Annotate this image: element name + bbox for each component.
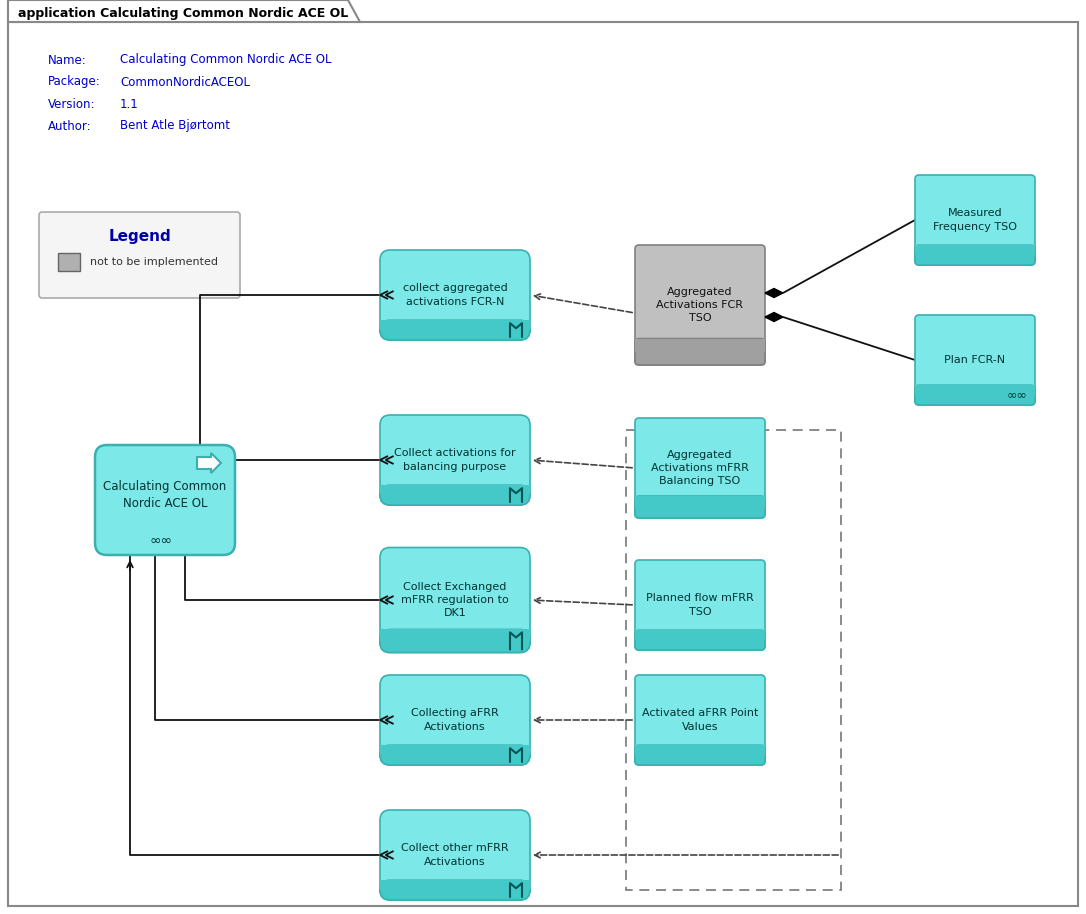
FancyBboxPatch shape [380,880,530,900]
Text: 1.1: 1.1 [119,98,139,111]
Text: Version:: Version: [48,98,96,111]
FancyBboxPatch shape [94,445,235,555]
Text: Measured
Frequency TSO: Measured Frequency TSO [933,208,1016,231]
Text: Calculating Common Nordic ACE OL: Calculating Common Nordic ACE OL [119,54,331,67]
Bar [380,745,530,755]
Text: Activated aFRR Point
Values: Activated aFRR Point Values [642,708,758,731]
Text: Package:: Package: [48,76,101,89]
Bar [635,745,765,755]
Bar [626,430,841,890]
Text: collect aggregated
activations FCR-N: collect aggregated activations FCR-N [403,283,507,306]
FancyBboxPatch shape [380,745,530,765]
FancyBboxPatch shape [635,245,765,365]
FancyBboxPatch shape [635,418,765,518]
Bar [58,253,80,271]
Text: Aggregated
Activations mFRR
Balancing TSO: Aggregated Activations mFRR Balancing TS… [652,450,749,486]
Bar [915,385,1035,395]
FancyBboxPatch shape [380,675,530,765]
Text: Author:: Author: [48,120,91,133]
FancyBboxPatch shape [915,315,1035,405]
Text: Collect activations for
balancing purpose: Collect activations for balancing purpos… [394,449,516,472]
FancyBboxPatch shape [635,745,765,765]
Bar [915,245,1035,255]
FancyBboxPatch shape [915,245,1035,265]
Text: application Calculating Common Nordic ACE OL: application Calculating Common Nordic AC… [18,7,349,20]
Text: Name:: Name: [48,54,87,67]
Text: Collecting aFRR
Activations: Collecting aFRR Activations [412,708,498,731]
FancyBboxPatch shape [380,630,530,653]
Text: Collect other mFRR
Activations: Collect other mFRR Activations [401,844,509,866]
Bar [380,485,530,495]
FancyBboxPatch shape [380,547,530,653]
FancyBboxPatch shape [915,385,1035,405]
Text: Collect Exchanged
mFRR regulation to
DK1: Collect Exchanged mFRR regulation to DK1 [401,582,509,618]
Text: Legend: Legend [109,229,171,245]
Text: not to be implemented: not to be implemented [90,257,218,267]
FancyBboxPatch shape [915,175,1035,265]
Polygon shape [765,313,783,322]
Bar [635,630,765,640]
Text: Aggregated
Activations FCR
TSO: Aggregated Activations FCR TSO [657,287,744,324]
Text: ∞∞: ∞∞ [150,534,173,548]
Text: ∞∞: ∞∞ [1007,388,1027,401]
Bar [380,630,530,641]
Bar [380,320,530,330]
FancyBboxPatch shape [380,485,530,505]
Text: Plan FCR-N: Plan FCR-N [945,355,1006,365]
FancyBboxPatch shape [380,320,530,340]
Bar [635,496,765,507]
Text: Bent Atle Bjørtomt: Bent Atle Bjørtomt [119,120,230,133]
FancyBboxPatch shape [39,212,240,298]
FancyBboxPatch shape [635,560,765,650]
FancyBboxPatch shape [635,630,765,650]
Text: Planned flow mFRR
TSO: Planned flow mFRR TSO [646,593,754,617]
Polygon shape [765,289,783,297]
FancyBboxPatch shape [635,496,765,518]
FancyBboxPatch shape [380,250,530,340]
Text: Calculating Common
Nordic ACE OL: Calculating Common Nordic ACE OL [103,480,227,510]
FancyBboxPatch shape [635,338,765,365]
Bar [380,880,530,890]
Bar [635,338,765,352]
FancyBboxPatch shape [635,675,765,765]
FancyBboxPatch shape [380,415,530,505]
Polygon shape [197,453,220,473]
Text: CommonNordicACEOL: CommonNordicACEOL [119,76,250,89]
Polygon shape [8,0,359,22]
FancyBboxPatch shape [380,810,530,900]
